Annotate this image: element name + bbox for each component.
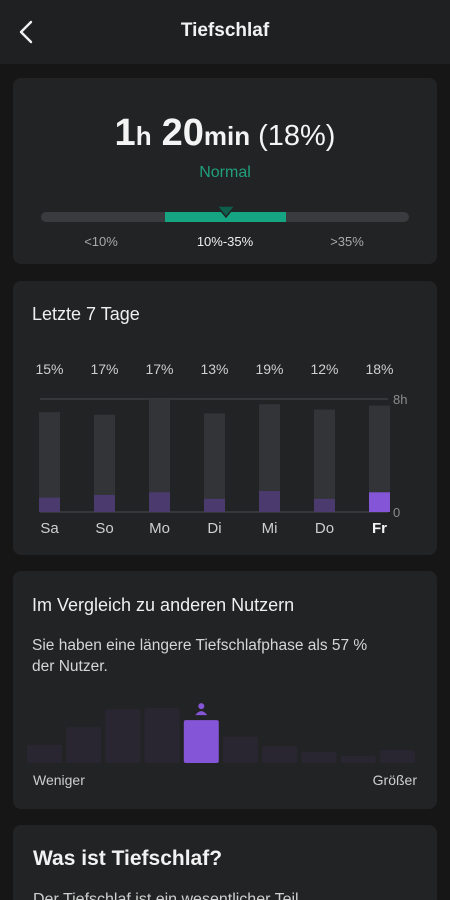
bar-total-sleep[interactable] — [259, 404, 280, 512]
deep-sleep-summary-card: 1h 20min (18%) Normal <10% 10%-35% >35% — [13, 78, 437, 264]
y-tick-label: 0 — [393, 505, 400, 520]
distribution-label-more: Größer — [372, 772, 417, 788]
range-label-normal: 10%-35% — [196, 234, 254, 249]
distribution-bar — [301, 752, 337, 763]
last-7-days-card: Letzte 7 Tage 8h 0 15% Sa 17% So 17% Mo 13% Di 19%… — [13, 281, 437, 555]
comparison-text-line-1: Sie haben eine längere Tiefschlafphase a… — [32, 637, 368, 654]
distribution-bar — [144, 708, 180, 763]
distribution-bar — [105, 709, 141, 763]
bar-deep-sleep[interactable] — [259, 490, 280, 512]
comparison-title: Im Vergleich zu anderen Nutzern — [32, 595, 295, 615]
info-body: Der Tiefschlaf ist ein wesentlicher Teil — [33, 891, 299, 900]
day-label: Mi — [262, 520, 278, 537]
day-label: Sa — [40, 520, 59, 537]
info-title: Was ist Tiefschlaf? — [33, 847, 223, 870]
current-value-marker-icon — [216, 206, 236, 218]
day-label: So — [95, 520, 113, 537]
day-label: Mo — [149, 520, 170, 537]
bar-percent-label: 17% — [90, 361, 118, 377]
comparison-card: Im Vergleich zu anderen Nutzern Sie habe… — [13, 571, 437, 809]
distribution-bar — [340, 755, 376, 763]
status-label: Normal — [199, 164, 251, 181]
comparison-text: Sie haben eine längere Tiefschlafphase a… — [32, 635, 422, 677]
day-label: Do — [315, 520, 334, 537]
duration-minutes: 20 — [161, 112, 204, 154]
duration-hours-unit: h — [135, 121, 152, 151]
duration-minutes-unit: min — [203, 121, 251, 151]
duration-hours: 1 — [114, 112, 136, 154]
distribution-bar-user — [183, 720, 219, 763]
bar-deep-sleep[interactable] — [94, 494, 115, 512]
bar-total-sleep[interactable] — [369, 405, 390, 512]
bar-total-sleep[interactable] — [149, 399, 170, 512]
distribution-bar — [262, 745, 298, 763]
distribution-bar — [223, 736, 258, 763]
week-bar-chart: 8h 0 15% Sa 17% So 17% Mo 13% Di 19% Mi 12% Do 18% Fr — [35, 361, 407, 537]
distribution-label-less: Weniger — [33, 772, 85, 788]
bar-deep-sleep[interactable] — [314, 498, 335, 512]
bar-percent-label: 19% — [255, 361, 283, 377]
distribution-bar — [66, 727, 102, 763]
distribution-bar — [379, 750, 415, 763]
bar-deep-sleep[interactable] — [204, 498, 225, 512]
bar-deep-sleep[interactable] — [149, 492, 170, 512]
duration-display: 1h 20min (18%) — [13, 112, 437, 155]
range-label-high: >35% — [330, 234, 364, 249]
day-label: Fr — [372, 520, 387, 537]
bar-total-sleep[interactable] — [204, 413, 225, 512]
bar-deep-sleep[interactable] — [369, 492, 390, 512]
duration-percent: (18%) — [258, 120, 336, 152]
bar-percent-label: 17% — [145, 361, 173, 377]
bar-percent-label: 12% — [310, 361, 338, 377]
range-label-low: <10% — [84, 234, 118, 249]
top-bar: Tiefschlaf — [0, 0, 450, 64]
bar-percent-label: 18% — [365, 361, 393, 377]
bar-percent-label: 15% — [35, 361, 63, 377]
bar-total-sleep[interactable] — [94, 414, 115, 512]
chevron-left-icon — [19, 20, 33, 44]
person-icon — [195, 703, 208, 716]
day-label: Di — [207, 520, 221, 537]
bar-deep-sleep[interactable] — [39, 497, 60, 512]
bar-percent-label: 13% — [200, 361, 228, 377]
bar-total-sleep[interactable] — [39, 412, 60, 512]
comparison-text-line-2: der Nutzer. — [32, 658, 108, 675]
distribution-bar — [27, 744, 62, 763]
back-button[interactable] — [14, 18, 40, 46]
info-card[interactable]: Was ist Tiefschlaf? Der Tiefschlaf ist e… — [13, 825, 437, 900]
y-tick-label: 8h — [393, 392, 407, 407]
page-title: Tiefschlaf — [180, 20, 270, 41]
distribution-chart — [27, 703, 415, 763]
week-card-title: Letzte 7 Tage — [32, 304, 140, 324]
bar-total-sleep[interactable] — [314, 409, 335, 512]
